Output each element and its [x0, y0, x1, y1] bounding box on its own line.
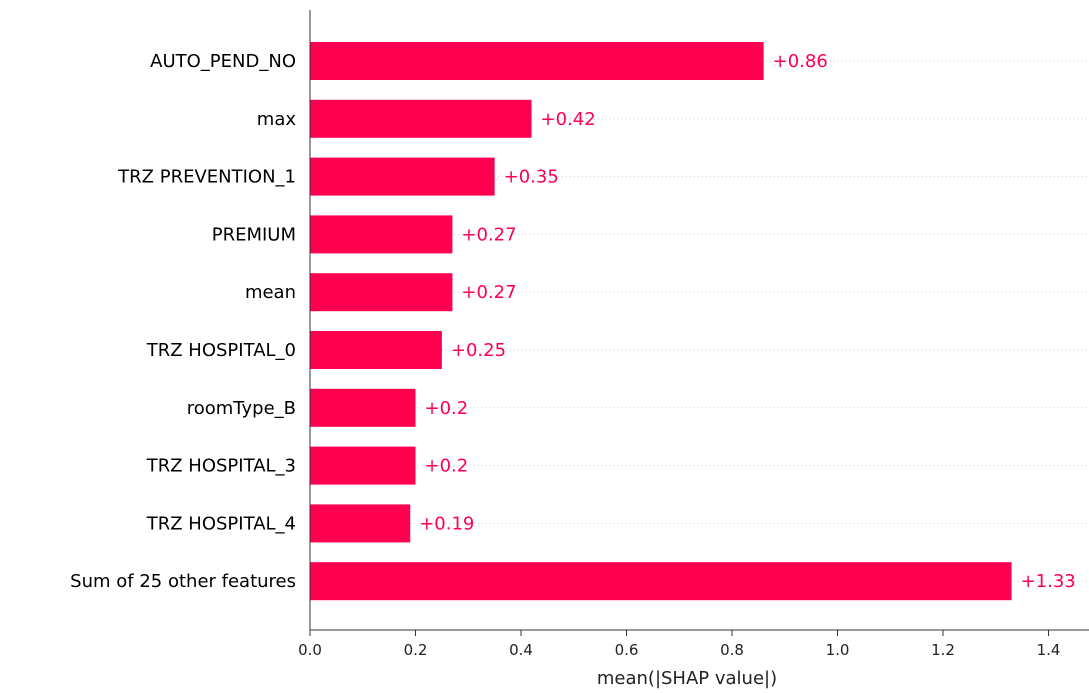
category-label: roomType_B: [187, 398, 296, 419]
value-label: +0.27: [461, 282, 516, 303]
category-label: TRZ HOSPITAL_0: [146, 340, 296, 361]
bar: [310, 504, 411, 543]
bar: [310, 562, 1012, 601]
bar: [310, 331, 442, 369]
x-tick-label: 0.4: [509, 641, 533, 659]
value-label: +0.35: [504, 167, 559, 188]
value-label: +0.2: [425, 398, 469, 419]
bar: [310, 215, 453, 254]
value-label: +0.86: [773, 51, 828, 72]
category-label: AUTO_PEND_NO: [150, 51, 296, 72]
value-label: +0.27: [461, 224, 516, 245]
bar: [310, 157, 495, 196]
bar: [310, 42, 764, 80]
x-axis-title: mean(|SHAP value|): [597, 668, 777, 689]
grid-lines: [310, 60, 1089, 582]
value-label: +1.33: [1021, 571, 1076, 592]
x-tick-label: 0.0: [298, 641, 322, 659]
category-label: TRZ HOSPITAL_3: [146, 456, 296, 477]
x-tick-label: 0.2: [404, 641, 428, 659]
axes: 0.0 0.2 0.4 0.6 0.8 1.0 1.2 1.4: [298, 10, 1089, 659]
category-label: Sum of 25 other features: [70, 571, 296, 592]
value-label: +0.25: [451, 340, 506, 361]
bar: [310, 446, 416, 485]
x-tick-label: 1.2: [931, 641, 955, 659]
category-label: mean: [245, 282, 296, 303]
category-label: TRZ PREVENTION_1: [117, 167, 296, 188]
value-label: +0.19: [419, 513, 474, 534]
x-tick-label: 1.4: [1037, 641, 1061, 659]
bar: [310, 99, 532, 138]
value-label: +0.42: [541, 109, 596, 130]
category-label: max: [257, 109, 297, 130]
category-label: PREMIUM: [212, 224, 296, 245]
bar: [310, 388, 416, 427]
x-tick-label: 1.0: [826, 641, 850, 659]
category-label: TRZ HOSPITAL_4: [146, 513, 296, 534]
value-labels: +0.86 +0.42 +0.35 +0.27 +0.27 +0.25 +0.2 +0.2 +0…: [419, 51, 1076, 592]
bars: [310, 42, 1012, 601]
bar: [310, 273, 453, 312]
value-label: +0.2: [425, 456, 469, 477]
x-tick-label: 0.6: [615, 641, 639, 659]
x-tick-label: 0.8: [720, 641, 744, 659]
